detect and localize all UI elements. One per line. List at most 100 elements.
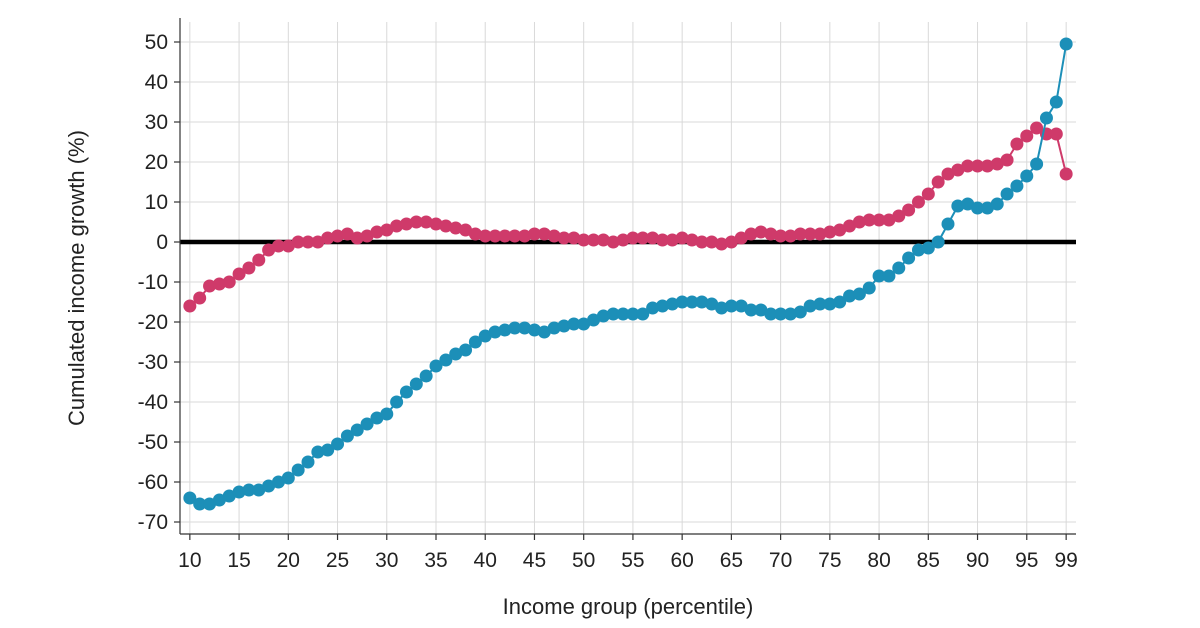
data-point (646, 231, 660, 245)
data-point (488, 325, 502, 339)
data-point (537, 325, 551, 339)
data-point (459, 343, 473, 357)
data-point (419, 369, 433, 383)
x-tick-label: 10 (178, 549, 201, 572)
data-point (636, 307, 650, 321)
data-point (705, 235, 719, 249)
data-point (744, 227, 758, 241)
data-point (921, 241, 935, 255)
data-point (291, 463, 305, 477)
data-point (626, 231, 640, 245)
data-point (409, 215, 423, 229)
data-point (409, 377, 423, 391)
data-point (892, 261, 906, 275)
x-tick-label: 70 (769, 549, 792, 572)
data-point (587, 233, 601, 247)
tick-labels: 50 40 30 20 10 0 -10 -20 -30 -40 -50 -60 -70 10 15 20 25… (138, 31, 1078, 572)
data-point (843, 219, 857, 233)
data-point (331, 437, 345, 451)
data-point (360, 417, 374, 431)
data-point (311, 235, 325, 249)
data-point (321, 231, 335, 245)
x-tick-label: 20 (277, 549, 300, 572)
data-point (281, 471, 295, 485)
data-point (360, 229, 374, 243)
data-point (242, 261, 256, 275)
y-tick-label: -60 (138, 471, 168, 494)
data-point (498, 229, 512, 243)
data-point (222, 489, 236, 503)
data-point (291, 235, 305, 249)
data-point (596, 309, 610, 323)
data-point (980, 201, 994, 215)
data-point (370, 225, 384, 239)
data-point (655, 299, 669, 313)
data-point (774, 307, 788, 321)
data-point (1010, 137, 1024, 151)
data-point (508, 229, 522, 243)
data-point (1020, 129, 1034, 143)
data-point (813, 297, 827, 311)
data-point (508, 321, 522, 335)
data-point (724, 299, 738, 313)
data-point (872, 213, 886, 227)
data-point (862, 281, 876, 295)
data-point (793, 227, 807, 241)
y-tick-label: -70 (138, 511, 168, 534)
data-point (232, 267, 246, 281)
data-point (468, 227, 482, 241)
data-point (734, 231, 748, 245)
data-point (675, 295, 689, 309)
data-point (606, 235, 620, 249)
data-point (695, 235, 709, 249)
data-point (380, 223, 394, 237)
data-point (567, 317, 581, 331)
data-point (882, 269, 896, 283)
y-tick-label: -10 (138, 271, 168, 294)
data-point (833, 223, 847, 237)
series-1 (183, 121, 1073, 313)
data-point (547, 229, 561, 243)
data-point (852, 287, 866, 301)
data-point (311, 445, 325, 459)
data-point (439, 353, 453, 367)
data-point (646, 301, 660, 315)
data-point (1030, 157, 1044, 171)
data-point (1059, 167, 1073, 181)
data-point (744, 303, 758, 317)
data-point (271, 239, 285, 253)
data-point (478, 329, 492, 343)
data-point (1000, 187, 1014, 201)
y-tick-label: 50 (145, 31, 168, 54)
data-point (468, 335, 482, 349)
x-axis-title: Income group (percentile) (503, 594, 754, 619)
data-point (793, 305, 807, 319)
data-point (390, 395, 404, 409)
data-point (429, 217, 443, 231)
series-layer (183, 37, 1073, 511)
y-axis-title: Cumulated income growth (%) (64, 130, 89, 426)
data-point (547, 321, 561, 335)
data-point (665, 233, 679, 247)
data-point (951, 163, 965, 177)
data-point (774, 229, 788, 243)
y-tick-label: -20 (138, 311, 168, 334)
data-point (971, 201, 985, 215)
data-point (921, 187, 935, 201)
data-point (183, 491, 197, 505)
data-point (321, 443, 335, 457)
data-point (715, 237, 729, 251)
data-point (990, 197, 1004, 211)
data-point (892, 209, 906, 223)
x-tick-label: 30 (375, 549, 398, 572)
data-point (252, 483, 266, 497)
series-line (189, 43, 1068, 505)
data-point (478, 229, 492, 243)
data-point (390, 219, 404, 233)
x-tick-label: 50 (572, 549, 595, 572)
data-point (1020, 169, 1034, 183)
data-point (203, 497, 217, 511)
data-point (262, 479, 276, 493)
data-point (1059, 37, 1073, 51)
